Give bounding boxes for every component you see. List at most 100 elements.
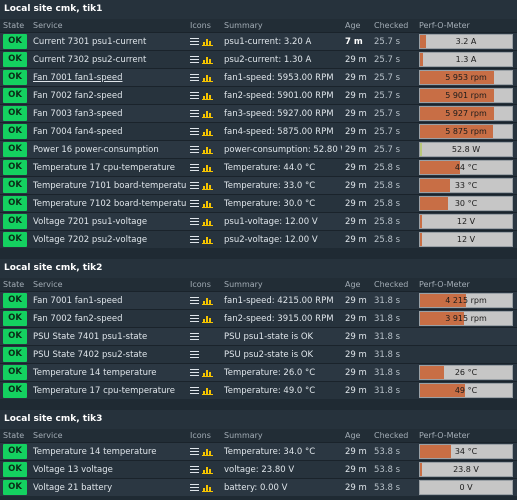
perf-o-meter[interactable]: 12 V (419, 214, 513, 229)
header-perf[interactable]: Perf-O-Meter (419, 280, 470, 289)
menu-icon[interactable] (190, 146, 199, 153)
status-badge[interactable]: OK (3, 480, 27, 495)
header-summary[interactable]: Summary (224, 431, 263, 440)
service-name[interactable]: Temperature 14 temperature (33, 367, 157, 378)
service-name[interactable]: PSU State 7402 psu2-state (33, 349, 148, 360)
perf-o-meter[interactable]: 5 901 rpm (419, 88, 513, 103)
menu-icon[interactable] (190, 315, 199, 322)
service-name[interactable]: Temperature 7102 board-temperature2 (33, 198, 187, 209)
service-name[interactable]: Voltage 7201 psu1-voltage (33, 216, 148, 227)
menu-icon[interactable] (190, 333, 199, 340)
graph-icon[interactable] (202, 368, 213, 377)
graph-icon[interactable] (202, 217, 213, 226)
header-perf[interactable]: Perf-O-Meter (419, 431, 470, 440)
header-icons[interactable]: Icons (190, 21, 211, 30)
service-name[interactable]: Fan 7002 fan2-speed (33, 90, 123, 101)
graph-icon[interactable] (202, 37, 213, 46)
service-name[interactable]: Temperature 14 temperature (33, 446, 157, 457)
graph-icon[interactable] (202, 73, 213, 82)
service-name[interactable]: Power 16 power-consumption (33, 144, 159, 155)
status-badge[interactable]: OK (3, 178, 27, 193)
status-badge[interactable]: OK (3, 347, 27, 362)
menu-icon[interactable] (190, 74, 199, 81)
site-title[interactable]: Local site cmk, tik3 (0, 410, 517, 429)
menu-icon[interactable] (190, 466, 199, 473)
perf-o-meter[interactable]: 30 °C (419, 196, 513, 211)
service-name[interactable]: Current 7302 psu2-current (33, 54, 147, 65)
status-badge[interactable]: OK (3, 34, 27, 49)
menu-icon[interactable] (190, 297, 199, 304)
status-badge[interactable]: OK (3, 293, 27, 308)
graph-icon[interactable] (202, 145, 213, 154)
menu-icon[interactable] (190, 448, 199, 455)
service-name[interactable]: Temperature 7101 board-temperature1 (33, 180, 187, 191)
header-checked[interactable]: Checked (374, 431, 409, 440)
graph-icon[interactable] (202, 163, 213, 172)
status-badge[interactable]: OK (3, 52, 27, 67)
menu-icon[interactable] (190, 182, 199, 189)
header-icons[interactable]: Icons (190, 431, 211, 440)
status-badge[interactable]: OK (3, 311, 27, 326)
service-name[interactable]: Fan 7002 fan2-speed (33, 313, 123, 324)
status-badge[interactable]: OK (3, 142, 27, 157)
menu-icon[interactable] (190, 128, 199, 135)
graph-icon[interactable] (202, 483, 213, 492)
perf-o-meter[interactable]: 12 V (419, 232, 513, 247)
header-age[interactable]: Age (345, 280, 361, 289)
perf-o-meter[interactable]: 26 °C (419, 365, 513, 380)
perf-o-meter[interactable]: 49 °C (419, 383, 513, 398)
header-service[interactable]: Service (33, 21, 63, 30)
menu-icon[interactable] (190, 387, 199, 394)
graph-icon[interactable] (202, 199, 213, 208)
header-service[interactable]: Service (33, 280, 63, 289)
menu-icon[interactable] (190, 218, 199, 225)
status-badge[interactable]: OK (3, 444, 27, 459)
header-icons[interactable]: Icons (190, 280, 211, 289)
menu-icon[interactable] (190, 236, 199, 243)
header-summary[interactable]: Summary (224, 280, 263, 289)
menu-icon[interactable] (190, 38, 199, 45)
service-name[interactable]: Fan 7004 fan4-speed (33, 126, 123, 137)
menu-icon[interactable] (190, 110, 199, 117)
status-badge[interactable]: OK (3, 462, 27, 477)
service-name[interactable]: Current 7301 psu1-current (33, 36, 147, 47)
status-badge[interactable]: OK (3, 365, 27, 380)
service-name[interactable]: PSU State 7401 psu1-state (33, 331, 148, 342)
service-name[interactable]: Fan 7001 fan1-speed (33, 295, 123, 306)
menu-icon[interactable] (190, 92, 199, 99)
graph-icon[interactable] (202, 235, 213, 244)
header-summary[interactable]: Summary (224, 21, 263, 30)
menu-icon[interactable] (190, 351, 199, 358)
status-badge[interactable]: OK (3, 214, 27, 229)
perf-o-meter[interactable]: 44 °C (419, 160, 513, 175)
perf-o-meter[interactable]: 5 875 rpm (419, 124, 513, 139)
service-name[interactable]: Voltage 13 voltage (33, 464, 113, 475)
graph-icon[interactable] (202, 109, 213, 118)
perf-o-meter[interactable]: 52.8 W (419, 142, 513, 157)
perf-o-meter[interactable]: 23.8 V (419, 462, 513, 477)
perf-o-meter[interactable]: 33 °C (419, 178, 513, 193)
service-name[interactable]: Fan 7003 fan3-speed (33, 108, 123, 119)
perf-o-meter[interactable]: 0 V (419, 480, 513, 495)
status-badge[interactable]: OK (3, 383, 27, 398)
status-badge[interactable]: OK (3, 88, 27, 103)
header-age[interactable]: Age (345, 21, 361, 30)
header-state[interactable]: State (3, 431, 25, 440)
header-service[interactable]: Service (33, 431, 63, 440)
graph-icon[interactable] (202, 181, 213, 190)
perf-o-meter[interactable]: 4 215 rpm (419, 293, 513, 308)
header-age[interactable]: Age (345, 431, 361, 440)
perf-o-meter[interactable]: 3.2 A (419, 34, 513, 49)
service-name[interactable]: Temperature 17 cpu-temperature (33, 162, 176, 173)
graph-icon[interactable] (202, 91, 213, 100)
header-checked[interactable]: Checked (374, 21, 409, 30)
header-state[interactable]: State (3, 280, 25, 289)
status-badge[interactable]: OK (3, 70, 27, 85)
header-checked[interactable]: Checked (374, 280, 409, 289)
status-badge[interactable]: OK (3, 196, 27, 211)
service-name[interactable]: Voltage 7202 psu2-voltage (33, 234, 148, 245)
status-badge[interactable]: OK (3, 329, 27, 344)
graph-icon[interactable] (202, 296, 213, 305)
service-name[interactable]: Voltage 21 battery (33, 482, 113, 493)
service-name[interactable]: Temperature 17 cpu-temperature (33, 385, 176, 396)
